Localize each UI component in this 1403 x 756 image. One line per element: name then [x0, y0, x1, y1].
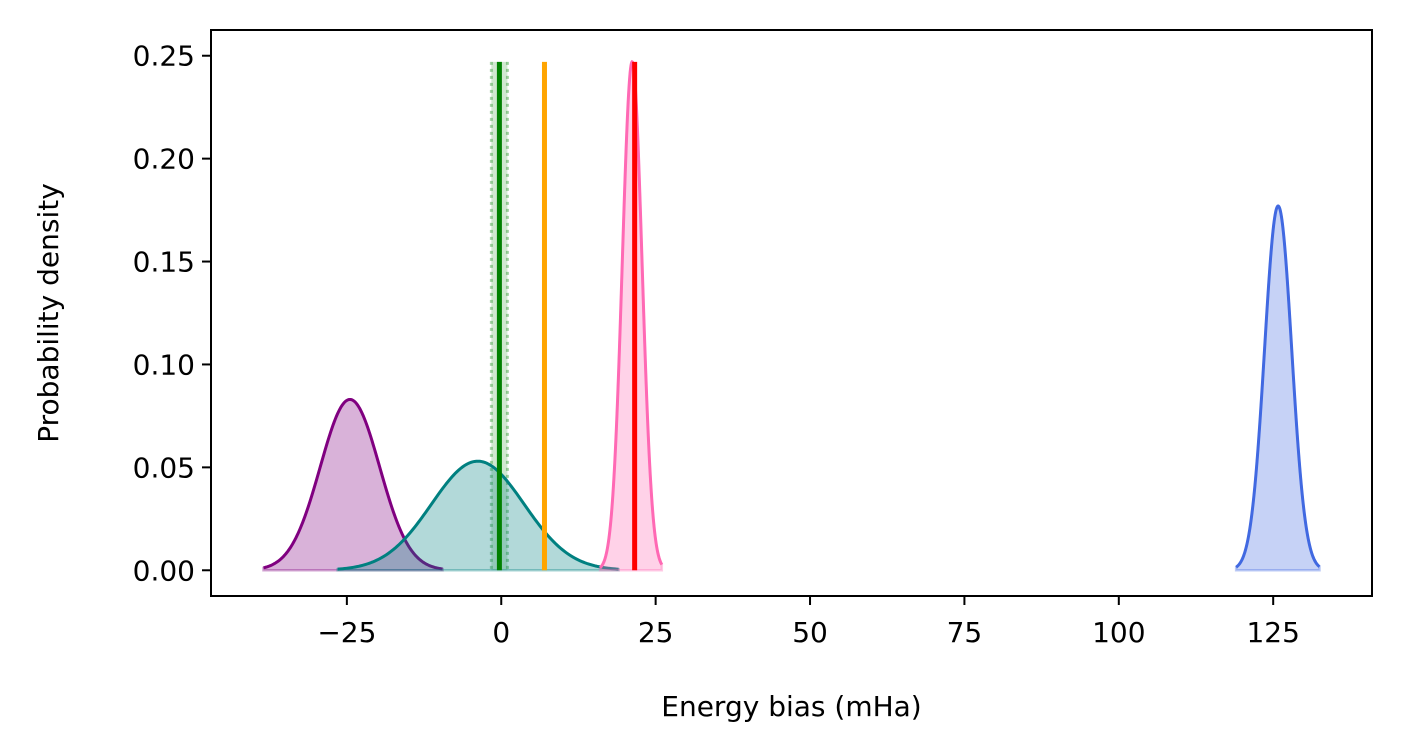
x-tick-label-3: 50	[792, 616, 828, 649]
plot-area	[262, 59, 1321, 572]
y-tick-label-4: 0.20	[133, 143, 195, 176]
y-tick-label-0: 0.00	[133, 554, 195, 587]
y-tick-label-5: 0.25	[133, 40, 195, 73]
series-3-line	[1235, 204, 1321, 569]
plot-frame	[210, 29, 1373, 597]
axes: −25 0 25 50 75 100 125 0.00 0.05 0.10 0.15 0.20 0.25	[133, 29, 1373, 649]
x-tick-label-0: −25	[317, 616, 376, 649]
y-tick-label-1: 0.05	[133, 451, 195, 484]
y-tick-label-2: 0.10	[133, 348, 195, 381]
x-tick-label-2: 25	[638, 616, 674, 649]
series-1-line	[337, 459, 619, 571]
x-tick-label-5: 100	[1092, 616, 1145, 649]
series-3-fill	[1234, 204, 1321, 572]
x-axis-label: Energy bias (mHa)	[661, 690, 921, 723]
series-0-line	[263, 397, 443, 571]
x-tick-label-6: 125	[1246, 616, 1299, 649]
y-tick-label-3: 0.15	[133, 246, 195, 279]
series-2-line	[599, 59, 664, 569]
y-axis-label: Probability density	[32, 183, 65, 443]
x-tick-label-4: 75	[947, 616, 983, 649]
x-tick-label-1: 0	[492, 616, 510, 649]
